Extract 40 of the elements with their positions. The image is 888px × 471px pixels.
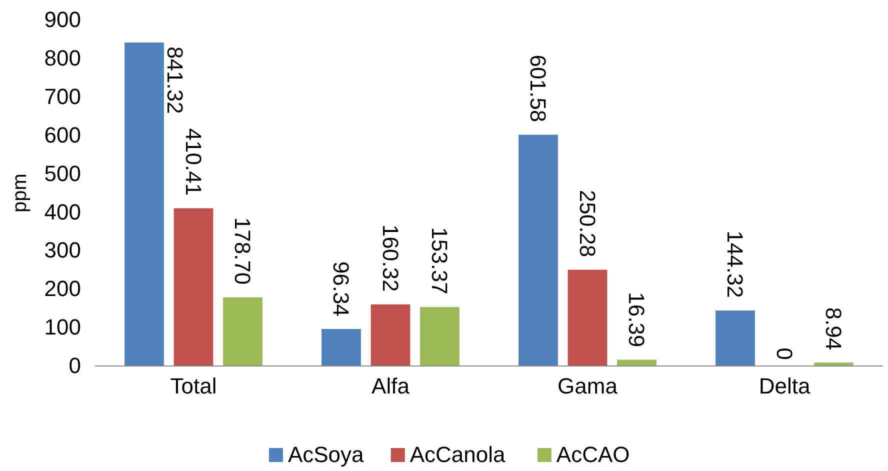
bar <box>370 304 410 366</box>
bar <box>716 310 755 366</box>
legend-label: AcCanola <box>410 442 506 467</box>
data-label: 178.70 <box>230 217 256 285</box>
data-label: 601.58 <box>526 54 551 122</box>
y-tick-label: 200 <box>44 276 81 302</box>
data-label: 250.28 <box>574 190 600 258</box>
bar <box>420 307 460 366</box>
data-label: 160.32 <box>378 224 403 292</box>
y-tick-label: 0 <box>68 353 81 378</box>
data-label: 8.94 <box>821 307 846 350</box>
y-tick-label: 800 <box>44 45 81 70</box>
y-tick-label: 600 <box>44 122 81 148</box>
bar <box>518 134 558 366</box>
data-label: 841.32 <box>162 46 188 114</box>
y-tick-label: 700 <box>44 84 81 109</box>
y-axis-title: ppm <box>9 174 31 212</box>
data-label: 16.39 <box>624 292 650 348</box>
legend-label: AcCAO <box>556 442 630 467</box>
data-label: 410.41 <box>180 128 206 196</box>
bar <box>223 297 262 366</box>
y-tick-label: 400 <box>44 199 81 224</box>
data-label: 0 <box>772 348 797 360</box>
data-label: 144.32 <box>722 230 748 298</box>
bar <box>568 270 608 366</box>
legend-label: AcSoya <box>288 442 365 467</box>
x-tick-label: Total <box>170 374 217 399</box>
y-tick-label: 300 <box>44 238 81 263</box>
x-tick-label: Delta <box>758 374 811 399</box>
y-tick-label: 900 <box>44 7 81 32</box>
bar <box>617 360 656 366</box>
bar <box>174 208 214 366</box>
bar <box>322 328 361 366</box>
x-tick-label: Alfa <box>372 374 410 399</box>
y-tick-label: 500 <box>44 160 81 186</box>
y-tick-label: 100 <box>44 314 81 340</box>
bar <box>124 42 164 366</box>
data-label: 96.34 <box>328 261 354 316</box>
x-tick-label: Gama <box>558 374 618 399</box>
data-label: 153.37 <box>427 227 452 294</box>
